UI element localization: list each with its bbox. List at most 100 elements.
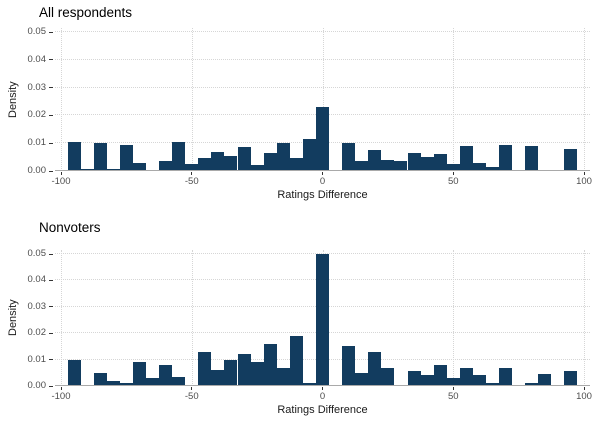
x-gridline [191,250,193,386]
y-tick-mark [49,114,53,116]
x-gridline [61,28,62,171]
histogram-bar [159,161,172,171]
histogram-bar [264,344,277,386]
x-gridline [322,28,324,171]
x-tick-mark [322,172,323,175]
histogram-bar [499,368,512,386]
histogram-bar [172,142,185,171]
histogram-bar [264,153,277,171]
histogram-bar [120,383,133,386]
y-tick-mark [49,279,53,281]
y-tick-label: 0.02 [27,327,47,339]
y-tick-mark [49,385,53,387]
histogram-bar [277,143,290,171]
histogram-bar [290,336,303,386]
histogram-bar [211,370,224,386]
histogram-bar [133,163,146,171]
panel-title-all-respondents: All respondents [39,5,133,20]
histogram-bar [434,365,447,386]
histogram-bar [172,377,185,386]
x-tick-mark [452,172,454,175]
y-tick-mark [49,332,53,334]
histogram-bar [421,375,434,386]
histogram-bar [251,362,264,386]
histogram-bar [159,365,172,386]
histogram-bar [486,383,499,386]
x-tick-label: -100 [51,176,71,187]
histogram-bar [316,254,329,386]
histogram-bar [473,375,486,386]
histogram-bar [564,149,577,171]
histogram-bar [355,161,368,171]
x-tick-label: 50 [447,391,459,402]
x-tick-mark [60,387,62,390]
histogram-bar [146,378,159,386]
x-axis-line [55,385,590,386]
x-gridline [61,250,62,386]
histogram-bar [564,371,577,386]
histogram-bar [525,146,538,171]
histogram-bar [198,158,211,171]
histogram-bar [238,354,251,386]
histogram-bar [251,165,264,171]
histogram-bar [434,154,447,171]
histogram-bar [342,346,355,386]
x-tick-mark [191,387,193,390]
histogram-bar [277,368,290,386]
x-tick-mark [60,172,62,175]
histogram-bar [238,147,251,171]
histogram-bar [408,153,421,171]
x-tick-label: -100 [51,391,71,402]
y-tick-mark [49,170,53,172]
y-tick-label: 0.01 [27,137,47,149]
x-tick-label: 50 [447,176,459,187]
y-axis-title: Density [7,81,19,118]
histogram-bar [303,139,316,171]
histogram-bar [120,145,133,171]
histogram-bar [460,368,473,386]
x-tick-label: 100 [576,176,592,187]
x-gridline [584,250,585,386]
y-tick-label: 0.00 [27,165,47,176]
x-tick-label: -50 [184,176,199,187]
histogram-bar [486,167,499,171]
histogram-bar [368,150,381,171]
y-tick-label: 0.05 [27,248,47,259]
x-gridline [191,28,193,171]
histogram-bar [368,352,381,386]
x-axis-title: Ratings Difference [277,189,368,201]
histogram-bar [355,373,368,386]
y-tick-label: 0.05 [27,26,47,37]
plot-area-all-respondents: 0.00 0.01 0.02 0.03 0.04 0.05 -100 -50 0 50 100 [28,26,592,187]
histogram-bar [224,156,237,171]
y-tick-label: 0.04 [27,53,47,65]
x-tick-label: -50 [184,391,199,402]
histogram-bar [447,378,460,386]
histogram-bar [94,143,107,171]
histogram-bar [94,373,107,386]
y-tick-mark [49,31,53,33]
y-tick-mark [49,142,53,144]
histogram-bar [68,360,81,386]
x-gridline [453,250,455,386]
histogram-bar [224,360,237,386]
histogram-bar [185,164,198,171]
panel-title-nonvoters: Nonvoters [39,220,101,235]
histogram-bar [381,368,394,386]
y-tick-mark [49,359,53,361]
x-tick-label: 0 [319,176,326,187]
histogram-bar [107,381,120,386]
y-tick-label: 0.03 [27,81,47,93]
histogram-bar [290,158,303,171]
histogram-bar [133,362,146,386]
x-axis-title: Ratings Difference [277,404,368,416]
histogram-bar [68,142,81,171]
plot-area-nonvoters: 0.00 0.01 0.02 0.03 0.04 0.05 -100 -50 0 50 100 [28,248,592,402]
y-tick-mark [49,59,53,61]
y-tick-label: 0.03 [27,300,47,312]
x-tick-mark [191,172,193,175]
y-tick-mark [49,306,53,308]
x-axis-line [55,170,590,171]
y-tick-mark [49,87,53,89]
